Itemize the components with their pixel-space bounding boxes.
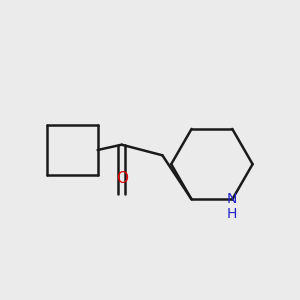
- Text: N: N: [227, 192, 238, 206]
- Text: O: O: [116, 171, 128, 186]
- Text: H: H: [227, 206, 238, 220]
